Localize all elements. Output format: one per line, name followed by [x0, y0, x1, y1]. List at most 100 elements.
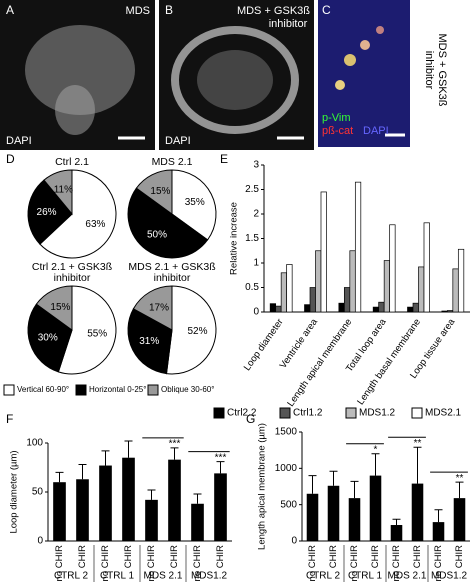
cell: [360, 40, 370, 50]
bar: [99, 465, 112, 541]
pie-slice: [27, 303, 73, 373]
bar: [275, 305, 282, 313]
bar: [269, 303, 277, 313]
legend-swatch: [279, 407, 291, 419]
pie-slice: [135, 169, 173, 215]
bar: [389, 224, 396, 313]
image-label: DAPI: [165, 135, 191, 147]
panel-letter: A: [6, 3, 14, 17]
group-label: CTRL 2: [306, 571, 341, 582]
bar: [348, 498, 361, 541]
y-tick-label: 500: [280, 499, 297, 510]
x-tick-label: no CHIR: [54, 545, 65, 582]
panel-letter: C: [322, 3, 331, 17]
tissue: [55, 85, 95, 135]
legend-label: MDS1.2: [359, 408, 396, 419]
legend-swatch: [213, 407, 225, 419]
pie-title: MDS 2.1: [152, 156, 193, 168]
error-bar: [308, 475, 317, 494]
error-bar: [434, 509, 443, 523]
error-bar: [216, 461, 225, 474]
image-c: C p-Vim pß-cat DAPI MDS + GSK3ß inhibito…: [318, 0, 448, 147]
legend-label: Horizontal 0-25°: [89, 385, 146, 394]
bar: [320, 191, 327, 313]
panel-letter: G: [246, 412, 255, 426]
image-label: pß-cat: [322, 125, 353, 137]
y-tick-label: 1.5: [245, 233, 259, 244]
x-tick-label: no CHIR: [391, 545, 402, 582]
y-tick-label: 3: [253, 160, 259, 171]
x-tick-label: CHIR: [77, 545, 88, 568]
group-label: CTRL 2: [54, 571, 89, 582]
legend-label: MDS2.1: [425, 408, 462, 419]
value-label: 55%: [87, 329, 107, 340]
panel-letter: D: [6, 152, 15, 166]
bar: [418, 266, 425, 313]
x-tick-label: no CHIR: [100, 545, 111, 582]
y-axis-label: Length apical membrane (µm): [257, 423, 268, 550]
pie-slice: [57, 285, 117, 375]
bar: [452, 268, 459, 313]
cell: [376, 26, 384, 34]
y-tick-label: 0: [253, 307, 259, 318]
pie-slice: [39, 169, 117, 259]
bar: [53, 482, 66, 541]
pie-title: inhibitor: [54, 272, 91, 284]
cell: [335, 80, 345, 90]
bar: [306, 493, 319, 541]
bar: [327, 485, 340, 541]
tissue: [197, 50, 273, 110]
significance-label: ***: [169, 439, 181, 450]
pie-slice: [132, 285, 173, 331]
bar: [423, 222, 430, 313]
legend-swatch: [3, 384, 15, 396]
significance-label: *: [374, 444, 378, 455]
x-tick-label: no CHIR: [433, 545, 444, 582]
pie-slice: [171, 169, 217, 241]
significance-label: **: [456, 473, 464, 484]
y-tick-label: 0: [37, 536, 43, 547]
bar: [383, 260, 391, 313]
x-tick-label: no CHIR: [192, 545, 203, 582]
x-tick-label: Length apical membrane: [285, 317, 354, 409]
bar: [349, 250, 356, 313]
x-tick-label: CHIR: [169, 545, 180, 568]
image-label: MDS + GSK3ß: [237, 5, 310, 17]
x-tick-label: CHIR: [123, 545, 134, 568]
bar: [369, 475, 382, 541]
x-tick-label: no CHIR: [146, 545, 157, 582]
bar: [411, 483, 424, 541]
group-label: MDS1.2: [191, 571, 228, 582]
pie-title: inhibitor: [154, 272, 191, 284]
y-axis-label: Relative increase: [229, 202, 240, 275]
pie-slice: [165, 285, 217, 375]
x-tick-label: no CHIR: [307, 545, 318, 582]
pie-slice: [35, 285, 73, 331]
error-bar: [193, 493, 202, 504]
value-label: 50%: [147, 229, 167, 240]
group-label: MDS 2.1: [144, 571, 183, 582]
bar: [76, 479, 89, 541]
value-label: 63%: [85, 219, 105, 230]
error-bar: [350, 480, 359, 499]
group-label: CTRL 1: [100, 571, 135, 582]
group-label: CTRL 1: [348, 571, 383, 582]
legend-label: Ctrl1.2: [293, 408, 323, 419]
legend-swatch: [75, 384, 87, 396]
error-bar: [55, 471, 64, 483]
image-b: B MDS + GSK3ß inhibitor DAPI: [159, 0, 314, 150]
value-label: 31%: [139, 336, 159, 347]
error-bar: [413, 446, 422, 484]
error-bar: [170, 447, 179, 460]
pie-slice: [43, 169, 73, 216]
x-tick-label: CHIR: [412, 545, 423, 568]
image-label: MDS: [126, 5, 150, 17]
bar: [378, 301, 385, 313]
tissue: [25, 25, 135, 115]
error-bar: [124, 440, 133, 458]
y-tick-label: 1500: [275, 427, 298, 438]
error-bar: [101, 450, 110, 466]
error-bar: [392, 518, 401, 526]
bar: [338, 302, 345, 313]
